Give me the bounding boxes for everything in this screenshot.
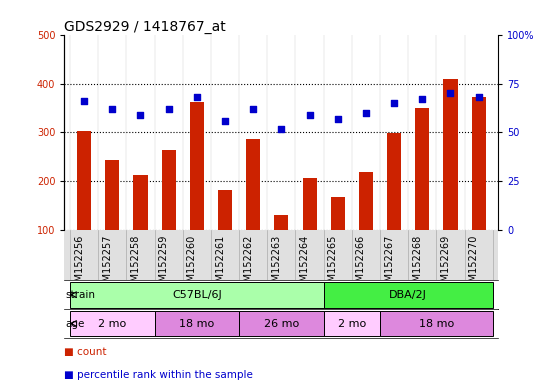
Point: [193, 94, 202, 100]
Text: 18 mo: 18 mo: [179, 318, 214, 329]
Bar: [444, 79, 458, 230]
Bar: [162, 150, 176, 230]
Text: GSM152260: GSM152260: [187, 234, 197, 294]
Text: GSM152259: GSM152259: [158, 234, 169, 294]
Bar: [387, 134, 401, 230]
Text: GSM152266: GSM152266: [356, 234, 366, 294]
Text: GSM152267: GSM152267: [384, 234, 394, 294]
Bar: [155, 311, 239, 336]
Bar: [105, 160, 119, 230]
Bar: [246, 139, 260, 230]
Bar: [218, 190, 232, 230]
Text: GSM152268: GSM152268: [412, 234, 422, 294]
Point: [474, 94, 483, 100]
Text: GSM152264: GSM152264: [300, 234, 310, 294]
Point: [333, 116, 342, 122]
Point: [249, 106, 258, 112]
Text: GSM152269: GSM152269: [441, 234, 450, 294]
Text: C57BL/6J: C57BL/6J: [172, 290, 222, 300]
Text: 2 mo: 2 mo: [338, 318, 366, 329]
Text: 26 mo: 26 mo: [264, 318, 299, 329]
Text: GDS2929 / 1418767_at: GDS2929 / 1418767_at: [64, 20, 226, 33]
Text: GSM152257: GSM152257: [102, 234, 113, 294]
Text: GSM152263: GSM152263: [272, 234, 281, 294]
Bar: [239, 311, 324, 336]
Point: [277, 126, 286, 132]
Text: GSM152270: GSM152270: [469, 234, 479, 294]
Text: 2 mo: 2 mo: [98, 318, 127, 329]
Bar: [324, 311, 380, 336]
Bar: [416, 108, 430, 230]
Point: [361, 110, 370, 116]
Point: [446, 90, 455, 96]
Bar: [359, 172, 373, 230]
Bar: [380, 311, 493, 336]
Point: [390, 100, 399, 106]
Bar: [70, 311, 155, 336]
Bar: [324, 282, 493, 308]
Bar: [190, 102, 204, 230]
Point: [136, 112, 145, 118]
Point: [418, 96, 427, 102]
Bar: [77, 131, 91, 230]
Bar: [472, 97, 486, 230]
Text: age: age: [65, 318, 85, 329]
Text: ■ percentile rank within the sample: ■ percentile rank within the sample: [64, 370, 253, 380]
Point: [221, 118, 230, 124]
Bar: [274, 215, 288, 230]
Point: [108, 106, 117, 112]
Text: DBA/2J: DBA/2J: [389, 290, 427, 300]
Text: GSM152261: GSM152261: [215, 234, 225, 294]
Bar: [331, 197, 345, 230]
Bar: [70, 282, 324, 308]
Text: 18 mo: 18 mo: [419, 318, 454, 329]
Point: [164, 106, 173, 112]
Text: GSM152265: GSM152265: [328, 234, 338, 294]
Text: ■ count: ■ count: [64, 347, 107, 357]
Text: strain: strain: [65, 290, 95, 300]
Text: GSM152262: GSM152262: [243, 234, 253, 294]
Point: [80, 98, 88, 104]
Text: GSM152258: GSM152258: [130, 234, 141, 294]
Point: [305, 112, 314, 118]
Text: GSM152256: GSM152256: [74, 234, 84, 294]
Bar: [133, 175, 147, 230]
Bar: [302, 177, 316, 230]
